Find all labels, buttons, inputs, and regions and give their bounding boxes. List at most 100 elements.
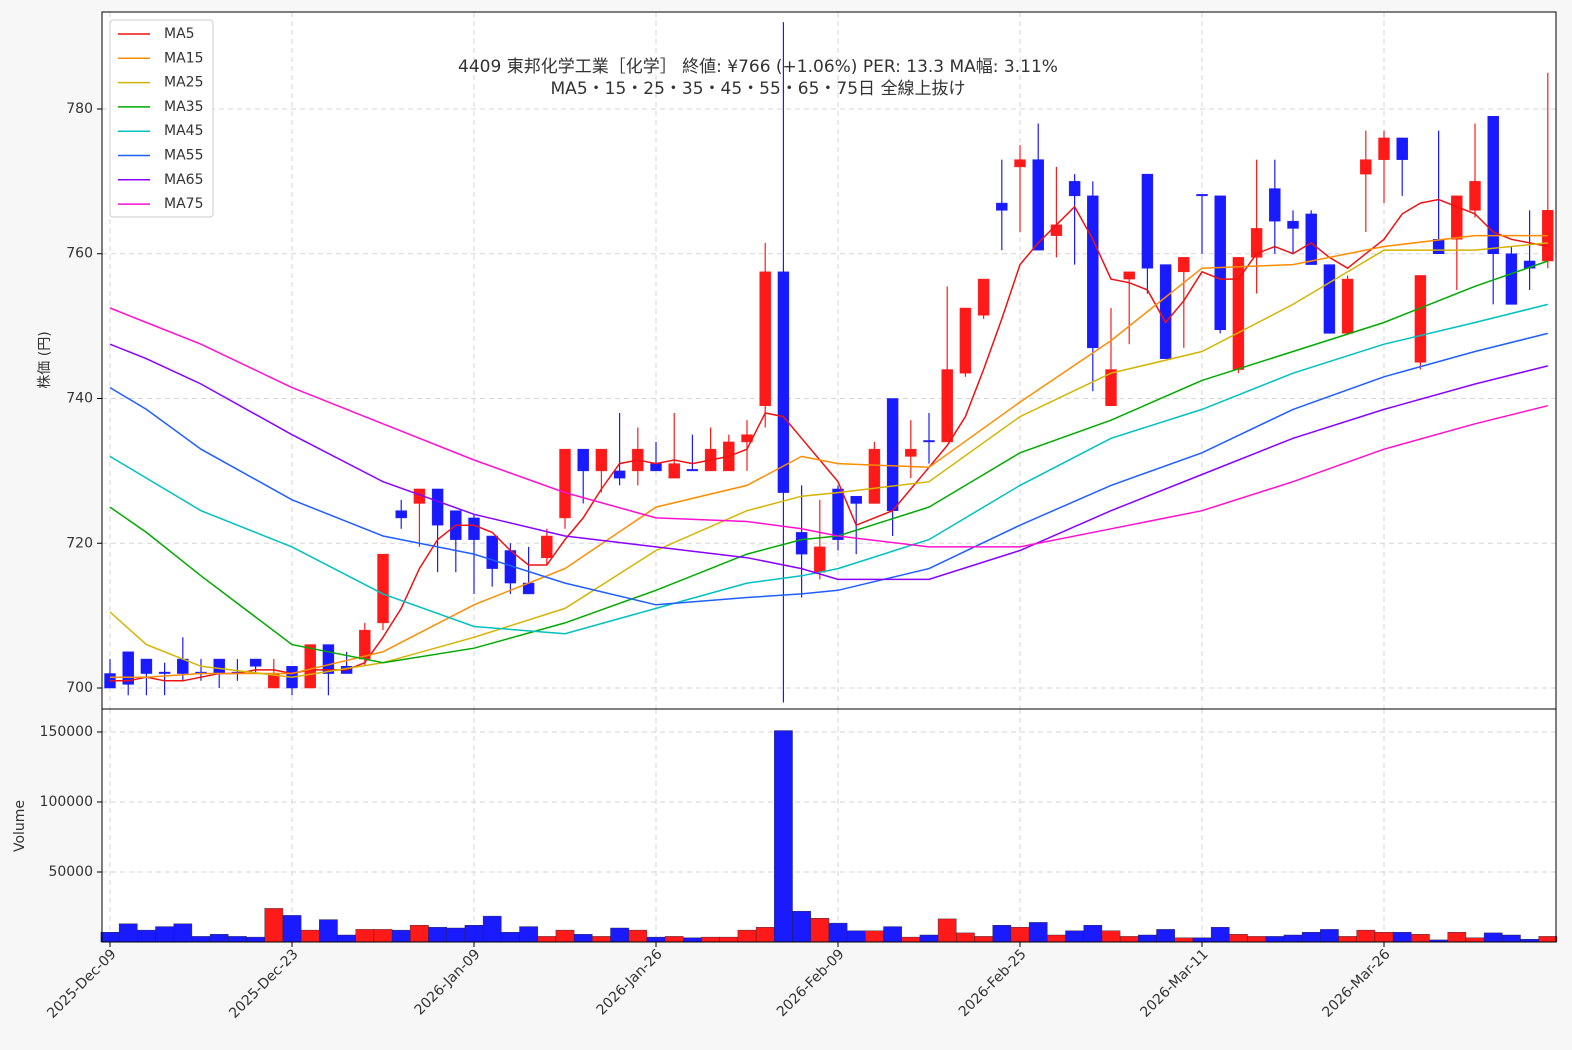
volume-bar: [1174, 937, 1194, 943]
ma-line: [109, 332, 1548, 606]
candle-body: [468, 517, 480, 540]
volume-bar: [701, 936, 720, 943]
volume-bar: [282, 915, 302, 943]
volume-bar: [446, 927, 466, 943]
legend-label: MA75: [164, 196, 203, 212]
candle-body: [158, 671, 171, 674]
candle-body: [941, 369, 953, 443]
candle-body: [1378, 137, 1390, 160]
candle-body: [1287, 220, 1299, 229]
candle-body: [650, 463, 662, 472]
candle-body: [486, 535, 498, 569]
candle-body: [304, 644, 316, 689]
volume-bar: [610, 927, 629, 943]
candle-body: [686, 469, 699, 472]
volume-bar: [828, 922, 848, 943]
y-tick-label: 740: [66, 390, 93, 406]
volume-bar: [1229, 934, 1248, 943]
volume-bar: [464, 924, 484, 943]
candle-body: [977, 278, 990, 316]
volume-bar: [501, 931, 520, 943]
candle-body: [249, 658, 262, 667]
y-tick-label: 50000: [48, 864, 93, 880]
volume-bar: [519, 926, 538, 943]
candle-body: [213, 658, 225, 674]
volume-bar: [664, 936, 684, 943]
candle-body: [377, 553, 389, 624]
volume-bar: [1156, 929, 1175, 943]
volume-bar: [300, 929, 320, 943]
candle-body: [122, 651, 134, 685]
candle-body: [1432, 239, 1445, 254]
candle-body: [759, 271, 771, 406]
ma-line: [110, 234, 1548, 678]
volume-bar: [1265, 936, 1285, 943]
volume-bar: [264, 908, 284, 943]
ma-line: [109, 260, 1549, 664]
x-tick-label: 2026-Jan-26: [594, 946, 666, 1018]
volume-bar: [919, 934, 939, 943]
volume-bar: [1538, 936, 1558, 943]
volume-bar: [1047, 934, 1066, 943]
x-tick-label: 2026-Feb-09: [774, 946, 848, 1020]
volume-bar: [319, 919, 338, 943]
volume-bar: [628, 929, 648, 943]
y-tick-label: 780: [66, 101, 93, 117]
legend-label: MA25: [164, 75, 203, 91]
candle-body: [1250, 228, 1263, 258]
volume-bar: [246, 936, 265, 943]
candle-body: [868, 448, 881, 504]
candle-body: [1087, 195, 1099, 349]
candle-body: [1050, 224, 1063, 236]
volume-bar: [573, 934, 593, 943]
candle-body: [814, 546, 826, 573]
volume-bar: [537, 936, 557, 943]
price-panel: [102, 12, 1556, 709]
y-axis-label: Volume: [12, 800, 28, 852]
candle-body: [1141, 173, 1154, 269]
candle-body: [795, 532, 808, 555]
candle-body: [1159, 264, 1172, 359]
volume-bar: [719, 936, 739, 943]
candle-body: [1123, 271, 1135, 280]
candle-body: [1487, 115, 1499, 254]
y-tick-label: 700: [66, 680, 93, 696]
legend: MA5 MA15 MA25 MA35 MA45 MA55 MA65 MA75: [109, 19, 214, 218]
volume-bar: [865, 930, 884, 943]
candle-body: [1214, 195, 1226, 330]
x-tick-label: 2026-Mar-26: [1319, 946, 1393, 1020]
volume-bar: [337, 934, 356, 943]
volume-bar: [209, 934, 229, 943]
candle-body: [1469, 181, 1481, 211]
chart-subtitle: MA5・15・25・35・45・55・65・75日 全線上抜け: [551, 79, 966, 99]
y-tick-label: 720: [66, 535, 93, 551]
candle-body: [1451, 195, 1463, 240]
volume-panel: [102, 709, 1556, 942]
volume-bar: [1502, 934, 1521, 943]
candle-body: [1414, 275, 1427, 363]
volume-bar: [1392, 931, 1412, 943]
legend-box: [109, 19, 214, 218]
candle-body: [1068, 181, 1081, 197]
candle-body: [395, 510, 407, 519]
candle-body: [1305, 213, 1317, 265]
candle-body: [996, 202, 1008, 211]
y-tick-label: 150000: [40, 724, 93, 740]
candle-body: [595, 448, 608, 472]
volume-bar: [1192, 937, 1212, 943]
volume-bar: [737, 929, 757, 943]
ma-line: [109, 303, 1548, 635]
volume-bar: [1101, 930, 1121, 943]
candle-body: [832, 488, 844, 540]
volume-bar: [1411, 934, 1430, 943]
volume-bar: [1374, 931, 1394, 943]
legend-label: MA35: [164, 99, 203, 115]
volume-bar: [810, 917, 830, 943]
volume-bar: [1338, 936, 1357, 943]
candle-body: [541, 535, 553, 558]
volume-bar: [137, 929, 156, 943]
candle-body: [1323, 264, 1336, 334]
candle-body: [577, 448, 589, 472]
legend-label: MA15: [164, 50, 203, 66]
